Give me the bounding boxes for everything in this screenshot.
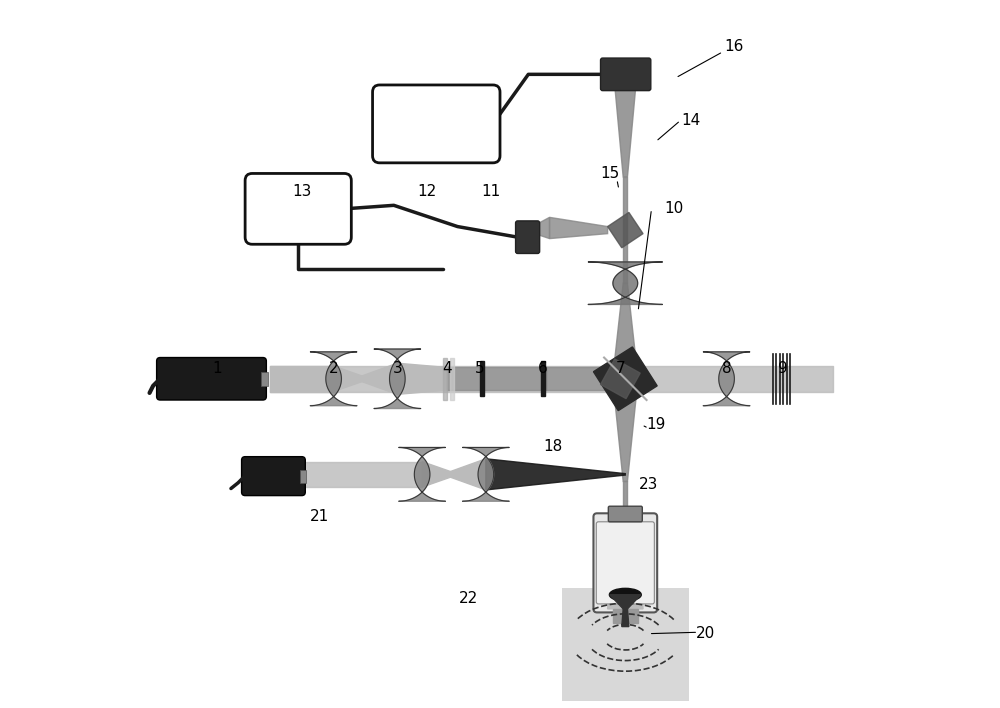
FancyBboxPatch shape [242,457,305,496]
Polygon shape [613,379,638,481]
Text: 9: 9 [778,360,788,376]
Text: 21: 21 [310,509,329,525]
Polygon shape [623,481,627,623]
Polygon shape [703,352,750,406]
Polygon shape [622,609,629,627]
Text: 4: 4 [442,360,452,376]
Polygon shape [399,447,445,501]
Text: 5: 5 [475,360,485,376]
Polygon shape [447,367,482,390]
FancyBboxPatch shape [608,506,642,522]
Polygon shape [422,462,450,487]
Polygon shape [310,352,357,406]
FancyBboxPatch shape [601,58,651,91]
Polygon shape [482,367,546,390]
Polygon shape [450,459,486,490]
Text: 15: 15 [600,166,619,181]
Polygon shape [462,447,509,501]
Polygon shape [486,459,625,490]
Polygon shape [588,262,662,304]
Text: 22: 22 [459,590,478,606]
FancyBboxPatch shape [261,372,268,386]
Text: 18: 18 [543,438,563,454]
Text: 1: 1 [212,360,222,376]
Text: 23: 23 [639,477,658,493]
FancyBboxPatch shape [300,470,306,483]
FancyBboxPatch shape [373,85,500,163]
Polygon shape [613,283,638,379]
Text: 2: 2 [329,360,338,376]
Polygon shape [374,349,421,409]
Polygon shape [593,347,657,411]
Polygon shape [541,361,545,396]
Polygon shape [601,359,640,399]
Polygon shape [550,217,608,239]
FancyBboxPatch shape [516,221,540,253]
Polygon shape [480,361,484,396]
Polygon shape [546,367,613,390]
FancyBboxPatch shape [596,522,654,604]
Polygon shape [608,212,643,248]
Text: 14: 14 [682,113,701,128]
Polygon shape [613,609,638,623]
Text: 11: 11 [481,183,500,199]
Polygon shape [528,217,550,239]
Text: 6: 6 [538,360,547,376]
Polygon shape [608,517,643,609]
FancyBboxPatch shape [245,173,351,244]
FancyBboxPatch shape [157,358,266,400]
Text: 20: 20 [696,626,715,641]
Text: 7: 7 [616,360,625,376]
Polygon shape [450,358,454,400]
Text: 19: 19 [646,417,665,433]
Text: 8: 8 [722,360,731,376]
Text: 13: 13 [292,183,311,199]
Polygon shape [397,363,447,394]
Polygon shape [615,85,636,177]
Text: 3: 3 [392,360,402,376]
Polygon shape [362,363,397,394]
Polygon shape [623,177,627,283]
Polygon shape [334,366,362,392]
Polygon shape [443,358,447,400]
Text: 12: 12 [417,183,437,199]
Ellipse shape [609,588,641,601]
Text: 10: 10 [664,201,683,217]
FancyBboxPatch shape [593,513,657,612]
FancyBboxPatch shape [562,588,689,701]
Text: 16: 16 [724,38,743,54]
Polygon shape [610,595,641,609]
